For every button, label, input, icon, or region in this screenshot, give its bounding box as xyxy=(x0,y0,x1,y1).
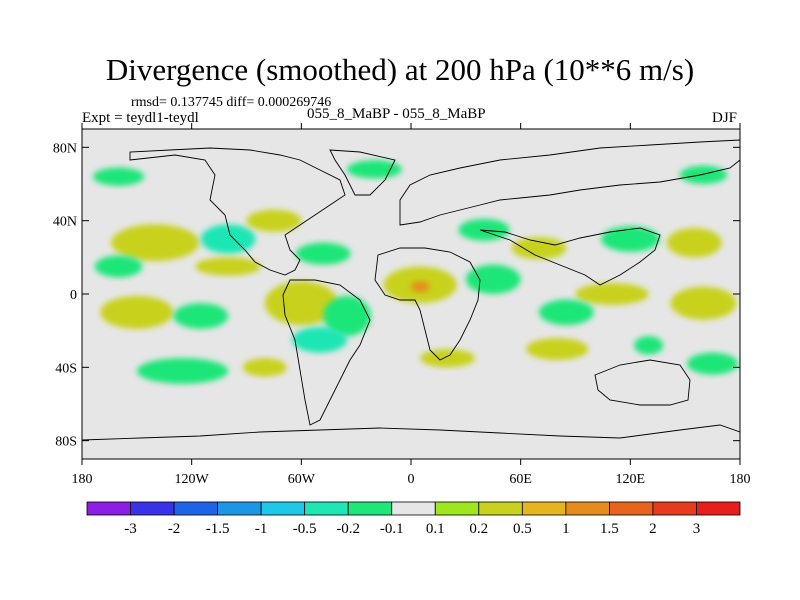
colorbar-swatch-8 xyxy=(434,501,480,516)
x-tick-label-0: 180 xyxy=(72,472,93,487)
coastline-south-america xyxy=(282,279,371,426)
colorbar-swatch-7 xyxy=(391,501,436,516)
field-region-13 xyxy=(136,358,229,384)
colorbar-swatch-6 xyxy=(347,501,393,516)
colorbar-swatch-5 xyxy=(304,501,349,516)
field-region-25 xyxy=(526,338,589,360)
y-tick-label-3: 40S xyxy=(55,361,77,376)
field-region-1 xyxy=(111,224,199,261)
colorbar-swatch-14 xyxy=(696,501,741,516)
coastline-antarctica xyxy=(82,424,740,441)
colorbar-label-12: 2 xyxy=(649,521,657,537)
colorbar-label-3: -1 xyxy=(255,521,268,537)
x-tick-label-4: 60E xyxy=(509,472,532,487)
chart-title: Divergence (smoothed) at 200 hPa (10**6 … xyxy=(105,52,695,87)
colorbar-label-5: -0.2 xyxy=(336,521,360,537)
colorbar-label-10: 1 xyxy=(562,521,570,537)
axes: 180 120W 60W 0 60E 120E 180 80N 40N 0 40S 80S xyxy=(53,123,751,487)
coastlines xyxy=(82,139,740,441)
colorbar-label-13: 3 xyxy=(693,521,701,537)
field-region-21 xyxy=(575,283,649,305)
coastline-greenland xyxy=(329,149,396,196)
colorbar-swatch-9 xyxy=(478,501,523,516)
colorbar-swatch-4 xyxy=(260,501,306,516)
field-region-4 xyxy=(295,242,351,265)
field-region-28 xyxy=(679,165,728,184)
field-region-24 xyxy=(420,349,475,368)
field-region-23 xyxy=(538,299,594,326)
case-text: 055_8_MaBP - 055_8_MaBP xyxy=(307,106,486,122)
colorbar-swatch-3 xyxy=(217,501,262,516)
field-region-6 xyxy=(94,255,143,278)
season-text: DJF xyxy=(712,110,738,126)
coastline-africa xyxy=(374,247,481,361)
colorbar: -3 -2 -1.5 -1 -0.5 -0.2 -0.1 0.1 0.2 0.5 1 1.5 2 3 xyxy=(86,501,741,537)
colorbar-label-9: 0.5 xyxy=(513,521,532,537)
field-region-26 xyxy=(633,336,664,355)
field-region-22 xyxy=(670,286,737,320)
field-region-8 xyxy=(100,295,174,329)
colorbar-label-1: -2 xyxy=(168,521,181,537)
y-tick-label-4: 80S xyxy=(55,435,77,450)
y-tick-label-2: 0 xyxy=(70,288,77,303)
field-region-12 xyxy=(292,327,348,353)
field-region-10 xyxy=(264,281,338,326)
coastline-north-america xyxy=(129,147,346,276)
colorbar-label-7: 0.1 xyxy=(426,521,445,537)
coastline-europe xyxy=(399,139,740,226)
colorbar-label-4: -0.5 xyxy=(293,521,317,537)
field-region-19 xyxy=(601,226,660,252)
colorbar-label-6: -0.1 xyxy=(380,521,404,537)
field-region-15 xyxy=(411,281,430,293)
field-region-20 xyxy=(666,228,722,258)
colorbar-swatch-11 xyxy=(565,501,610,516)
field-region-7 xyxy=(195,257,262,276)
colorbar-label-2: -1.5 xyxy=(206,521,230,537)
field-region-0 xyxy=(92,167,145,186)
colorbar-swatch-13 xyxy=(652,501,697,516)
colorbar-swatch-0 xyxy=(86,501,131,516)
coastline-australia xyxy=(594,359,691,406)
field-region-9 xyxy=(173,303,229,329)
coastline-asia-south xyxy=(479,227,661,286)
y-tick-label-1: 40N xyxy=(53,215,77,230)
colorbar-label-0: -3 xyxy=(124,521,137,537)
colorbar-swatch-1 xyxy=(130,501,175,516)
colorbar-swatch-2 xyxy=(173,501,218,516)
experiment-text: Expt = teydl1-teydl xyxy=(82,110,199,126)
x-tick-label-6: 180 xyxy=(730,472,751,487)
x-tick-label-2: 60W xyxy=(288,472,316,487)
stats-text: rmsd= 0.137745 diff= 0.000269746 xyxy=(131,95,332,110)
field-region-11 xyxy=(323,295,371,337)
field-region-3 xyxy=(246,209,302,232)
field-region-27 xyxy=(686,352,739,375)
field-region-18 xyxy=(511,237,567,260)
x-tick-label-3: 0 xyxy=(408,472,415,487)
x-tick-label-1: 120W xyxy=(175,472,210,487)
y-tick-label-0: 80N xyxy=(53,141,77,156)
field-region-29 xyxy=(242,358,287,377)
colorbar-label-8: 0.2 xyxy=(469,521,488,537)
colorbar-label-11: 1.5 xyxy=(600,521,619,537)
colorbar-swatch-10 xyxy=(521,501,567,516)
x-tick-label-5: 120E xyxy=(616,472,646,487)
colorbar-swatch-12 xyxy=(609,501,654,516)
